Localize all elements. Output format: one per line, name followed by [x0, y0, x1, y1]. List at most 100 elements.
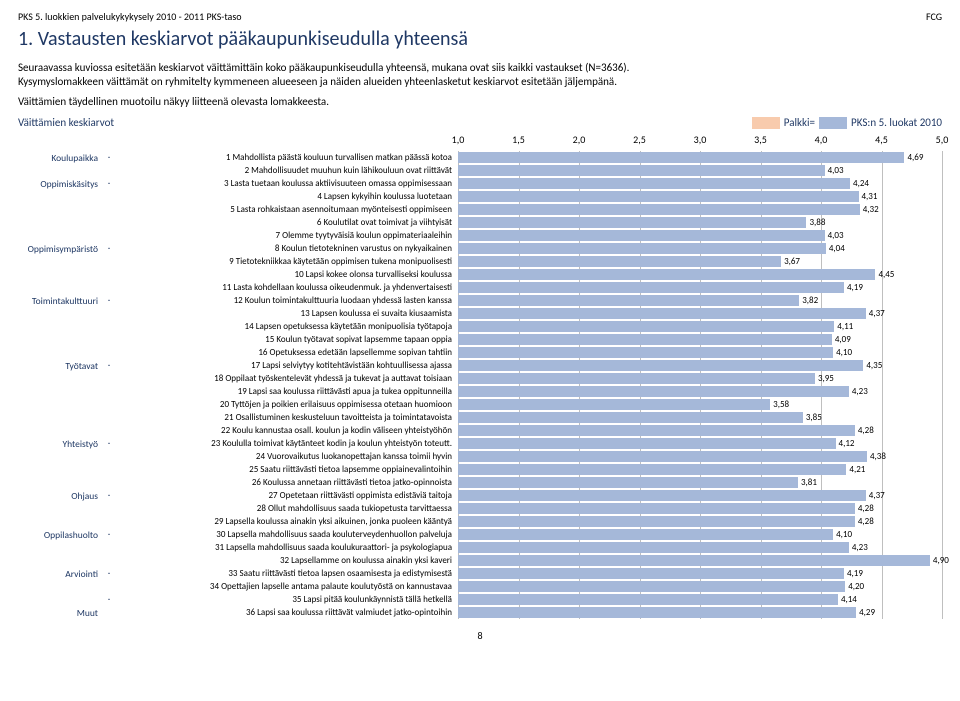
bar — [458, 438, 836, 449]
statement-label: 5 Lasta rohkaistaan asennoitumaan myönte… — [114, 204, 458, 215]
bar — [458, 321, 834, 332]
bar-value-label: 4,11 — [837, 320, 853, 333]
chart-row: 28 Ollut mahdollisuus saada tukiopetusta… — [18, 502, 942, 515]
bar-value-label: 4,10 — [836, 346, 852, 359]
statement-label: 35 Lapsi pitää koulunkäynnistä tällä het… — [114, 594, 458, 605]
legend-swatch-series — [819, 117, 847, 129]
chart-row: ·35 Lapsi pitää koulunkäynnistä tällä he… — [18, 593, 942, 606]
bar-cell: 4,32 — [458, 203, 942, 216]
statement-label: 3 Lasta tuetaan koulussa aktiivisuuteen … — [114, 178, 458, 189]
chart-row: 19 Lapsi saa koulussa riittävästi apua j… — [18, 385, 942, 398]
bar — [458, 282, 844, 293]
category-marker: · — [104, 438, 114, 449]
intro-line: Väittämien täydellinen muotoilu näkyy li… — [18, 95, 942, 109]
bar-value-label: 3,85 — [806, 411, 822, 424]
bar-cell: 4,20 — [458, 580, 942, 593]
bar — [458, 464, 846, 475]
chart-row: 16 Opetuksessa edetään lapsellemme sopiv… — [18, 346, 942, 359]
chart-row: 22 Koulu kannustaa osall. koulun ja kodi… — [18, 424, 942, 437]
bar-cell: 3,81 — [458, 476, 942, 489]
category-label: Arviointi — [18, 568, 104, 580]
statement-label: 12 Koulun toimintakulttuuria luodaan yhd… — [114, 295, 458, 306]
axis-tick-label: 4,0 — [815, 133, 828, 146]
bar-cell: 4,38 — [458, 450, 942, 463]
bar — [458, 490, 866, 501]
bar — [458, 373, 815, 384]
page-number: 8 — [18, 629, 942, 642]
bar-cell: 4,35 — [458, 359, 942, 372]
statement-label: 31 Lapsella mahdollisuus saada koulukura… — [114, 542, 458, 553]
bar-cell: 4,12 — [458, 437, 942, 450]
bar-cell: 3,88 — [458, 216, 942, 229]
axis-tick-label: 5,0 — [936, 133, 949, 146]
chart-row: 32 Lapsellamme on koulussa ainakin yksi … — [18, 554, 942, 567]
intro-line: Seuraavassa kuviossa esitetään keskiarvo… — [18, 61, 942, 75]
bar-cell: 4,24 — [458, 177, 942, 190]
statement-label: 10 Lapsi kokee olonsa turvalliseksi koul… — [114, 269, 458, 280]
bar — [458, 581, 845, 592]
chart-row: 10 Lapsi kokee olonsa turvalliseksi koul… — [18, 268, 942, 281]
bar-value-label: 3,95 — [818, 372, 834, 385]
bar-value-label: 4,23 — [852, 385, 868, 398]
bar-value-label: 3,82 — [802, 294, 818, 307]
bar — [458, 165, 825, 176]
statement-label: 11 Lasta kohdellaan koulussa oikeudenmuk… — [114, 282, 458, 293]
category-marker: · — [104, 594, 114, 605]
statement-label: 21 Osallistuminen keskusteluun tavoittei… — [114, 412, 458, 423]
chart-row: 24 Vuorovaikutus luokanopettajan kanssa … — [18, 450, 942, 463]
bar-value-label: 4,09 — [835, 333, 851, 346]
bar — [458, 178, 850, 189]
header-left: PKS 5. luokkien palvelukykykysely 2010 -… — [18, 10, 242, 23]
bar — [458, 594, 838, 605]
category-marker: · — [104, 490, 114, 501]
bar-cell: 3,95 — [458, 372, 942, 385]
bar-value-label: 4,04 — [829, 242, 845, 255]
chart-row: 6 Koulutilat ovat toimivat ja viihtyisät… — [18, 216, 942, 229]
category-marker: · — [104, 178, 114, 189]
bar-value-label: 4,45 — [878, 268, 894, 281]
bar-value-label: 4,12 — [839, 437, 855, 450]
category-marker: · — [104, 295, 114, 306]
bar-cell: 4,10 — [458, 346, 942, 359]
bar-value-label: 4,69 — [907, 151, 923, 164]
bar-cell: 4,69 — [458, 151, 942, 164]
bar-value-label: 3,88 — [809, 216, 825, 229]
category-label: Yhteistyö — [18, 438, 104, 450]
bar-cell: 4,28 — [458, 424, 942, 437]
chart-row: Oppilashuolto·30 Lapsella mahdollisuus s… — [18, 528, 942, 541]
statement-label: 22 Koulu kannustaa osall. koulun ja kodi… — [114, 425, 458, 436]
statement-label: 30 Lapsella mahdollisuus saada kouluterv… — [114, 529, 458, 540]
chart-row: 4 Lapsen kykyihin koulussa luotetaan4,31 — [18, 190, 942, 203]
category-marker: · — [104, 568, 114, 579]
statement-label: 17 Lapsi selviytyy kotitehtävistään koht… — [114, 360, 458, 371]
bar-cell: 4,03 — [458, 164, 942, 177]
axis-tick-label: 3,0 — [694, 133, 707, 146]
legend-swatch-palkki — [752, 117, 780, 129]
bar — [458, 308, 866, 319]
bar — [458, 555, 930, 566]
chart-row: 29 Lapsella koulussa ainakin yksi aikuin… — [18, 515, 942, 528]
bar-value-label: 4,19 — [847, 281, 863, 294]
statement-label: 9 Tietotekniikkaa käytetään oppimisen tu… — [114, 256, 458, 267]
bar-value-label: 4,10 — [836, 528, 852, 541]
chart-row: 5 Lasta rohkaistaan asennoitumaan myönte… — [18, 203, 942, 216]
chart-row: 13 Lapsen koulussa ei suvaita kiusaamist… — [18, 307, 942, 320]
x-axis: 1,01,52,02,53,03,54,04,55,0 — [18, 133, 942, 151]
header-right: FCG — [926, 10, 942, 23]
bar — [458, 152, 904, 163]
bar-cell: 4,10 — [458, 528, 942, 541]
axis-tick-label: 1,0 — [452, 133, 465, 146]
bar-value-label: 4,21 — [849, 463, 865, 476]
statement-label: 24 Vuorovaikutus luokanopettajan kanssa … — [114, 451, 458, 462]
bar-value-label: 4,35 — [866, 359, 882, 372]
bar-value-label: 4,03 — [828, 164, 844, 177]
legend-right: PKS:n 5. luokat 2010 — [851, 116, 942, 129]
legend-left: Väittämien keskiarvot — [18, 116, 114, 129]
bar-value-label: 4,23 — [852, 541, 868, 554]
chart-row: 2 Mahdollisuudet muuhun kuin lähikouluun… — [18, 164, 942, 177]
bar-value-label: 4,03 — [828, 229, 844, 242]
chart-row: 15 Koulun työtavat sopivat lapsemme tapa… — [18, 333, 942, 346]
axis-tick-label: 2,5 — [633, 133, 646, 146]
statement-label: 28 Ollut mahdollisuus saada tukiopetusta… — [114, 503, 458, 514]
statement-label: 29 Lapsella koulussa ainakin yksi aikuin… — [114, 516, 458, 527]
